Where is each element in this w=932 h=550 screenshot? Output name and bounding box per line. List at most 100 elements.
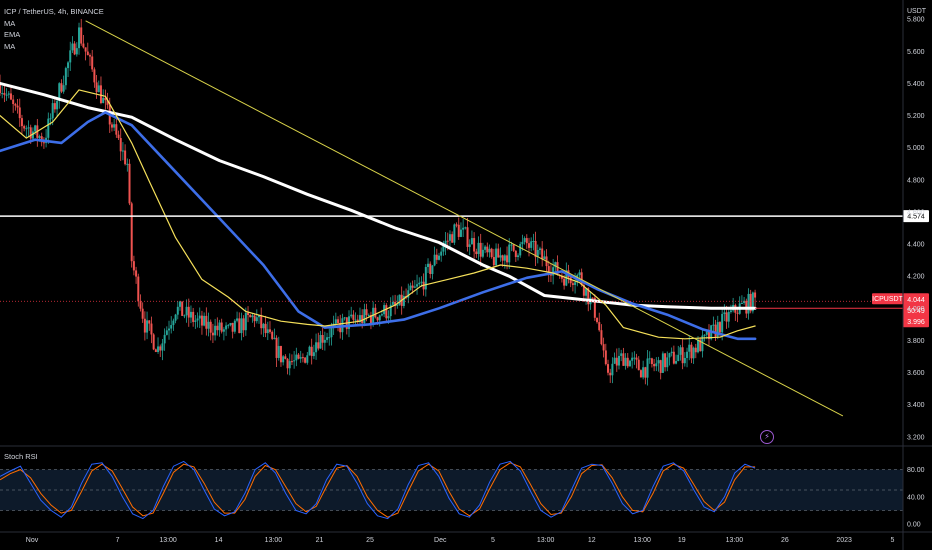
price-tick-label: 4.200 [907,274,925,281]
candle-body [205,315,208,329]
candle-body [301,357,304,359]
candle-body [260,315,263,329]
candle-body [646,358,649,378]
candle-body [110,124,113,128]
candle-body [337,319,340,323]
candle-body [253,315,256,322]
candle-body [264,323,267,334]
candle-body [113,124,116,128]
candle-body [284,356,287,359]
candle-body [648,358,651,360]
candle-body [273,337,276,339]
candle-body [604,350,607,365]
candle-body [192,311,195,322]
candle-body [49,118,52,120]
candle-body [277,346,280,358]
candle-body [99,85,102,104]
rsi-tick-label: 40.00 [907,494,925,501]
candle-body [694,347,697,353]
candle-body [464,227,467,229]
candle-body [137,276,140,302]
candle-body [725,312,728,322]
candle-body [626,357,629,367]
candle-body [86,51,89,56]
candle-body [637,359,640,371]
ema-blue-line [0,111,757,341]
candle-body [78,27,81,49]
candle-body [582,284,585,296]
candle-body [16,105,19,108]
candle-body [18,107,21,119]
price-tick-label: 5.400 [907,81,925,88]
candle-body [596,317,599,323]
candle-body [677,354,680,362]
candle-body [532,240,535,242]
candle-body [288,361,291,369]
candle-body [343,317,346,319]
candle-body [585,288,588,296]
candle-body [420,281,423,283]
stoch-rsi-label[interactable]: Stoch RSI [4,452,38,461]
candle-body [321,335,324,343]
candle-body [67,62,70,69]
time-tick-label: Dec [434,537,447,544]
price-tick-label: 5.200 [907,113,925,120]
candle-body [712,324,715,326]
candle-body [88,55,91,57]
candle-body [424,267,427,290]
candle-body [157,346,160,352]
candle-body [477,242,480,255]
candle-body [121,150,124,152]
time-tick-label: 19 [678,537,686,544]
candle-body [5,94,8,96]
candle-body [358,315,361,322]
candle-body [418,282,421,285]
candle-body [38,136,41,138]
candle-body [20,118,23,127]
candle-body [429,263,432,274]
candle-body [229,322,232,326]
lightning-icon[interactable]: ⚡ [760,430,774,444]
candle-body [642,367,645,378]
candle-body [672,351,675,364]
time-tick-label: 26 [781,537,789,544]
candle-body [679,347,682,355]
price-tick-label: 4.600 [907,209,925,216]
candle-body [150,323,153,335]
candle-body [670,351,673,354]
candle-body [183,315,186,317]
candle-body [297,354,300,359]
candle-body [517,255,520,258]
candle-body [442,246,445,252]
candle-body [613,357,616,364]
stoch-rsi-k-line [0,460,756,520]
candle-body [240,318,243,334]
candle-body [705,331,708,335]
candle-body [510,244,513,246]
candle-body [530,241,533,248]
candle-body [211,332,214,336]
candle-body [196,318,199,321]
candle-body [431,265,434,274]
candle-body [633,357,636,359]
candle-body [1,93,4,95]
candle-body [282,356,285,363]
candle-body [574,282,577,285]
candle-body [683,357,686,364]
candle-body [75,48,78,55]
candle-body [238,318,241,334]
candle-body [135,270,138,277]
price-tick-label: 5.600 [907,49,925,56]
candle-body [751,292,754,312]
candle-body [7,93,10,95]
candle-body [310,346,313,357]
time-tick-label: 2023 [836,537,852,544]
candle-body [453,224,456,243]
candle-body [681,347,684,364]
candle-body [258,315,261,318]
candle-body [139,301,142,309]
candle-body [488,248,491,253]
candle-body [163,334,166,344]
